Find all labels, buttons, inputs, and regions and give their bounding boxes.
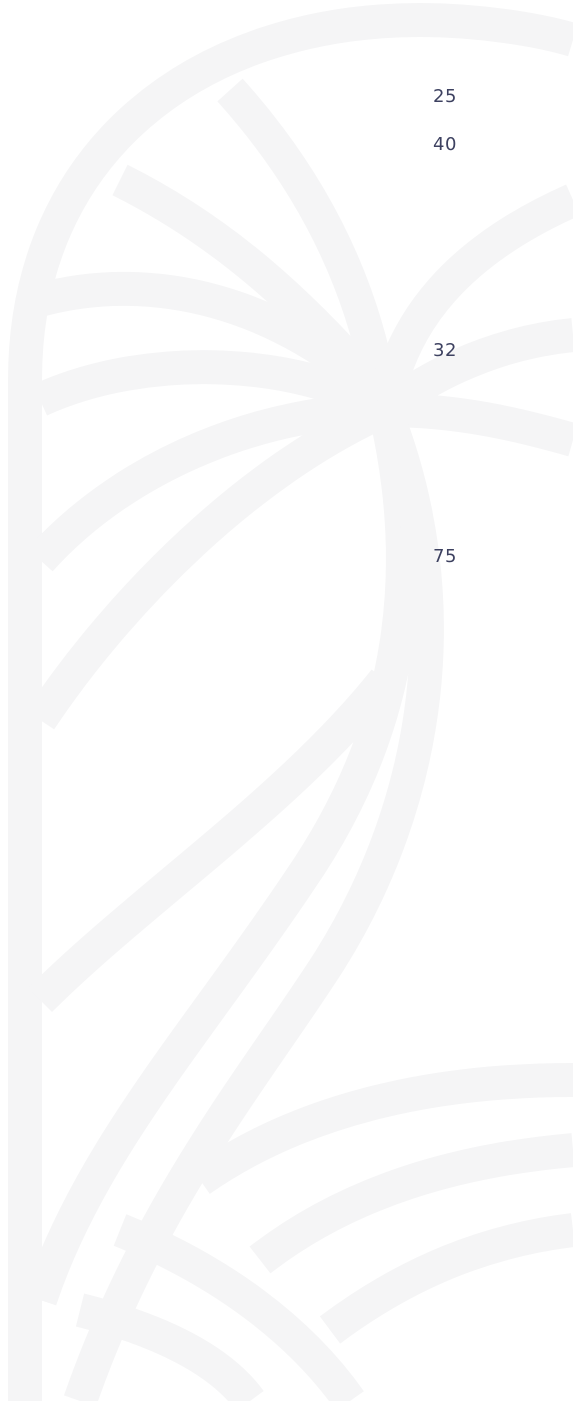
value-label: 75 <box>433 546 457 567</box>
value-label: 40 <box>433 134 457 155</box>
value-label: 32 <box>433 340 457 361</box>
value-label: 25 <box>433 86 457 107</box>
